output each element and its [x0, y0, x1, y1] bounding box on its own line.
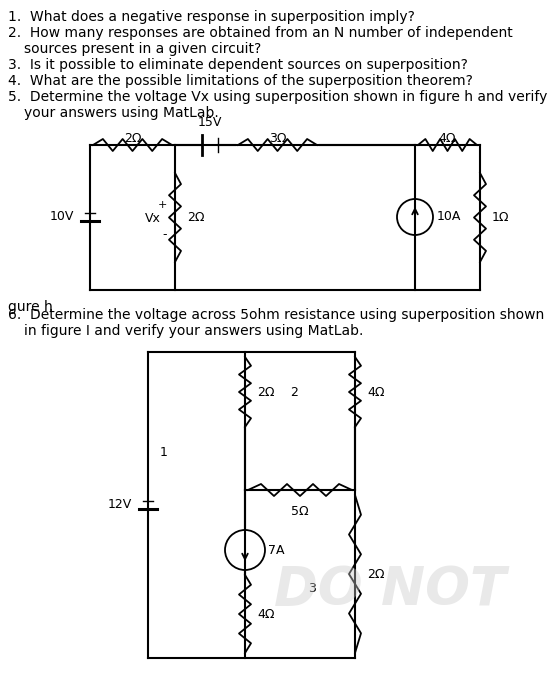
Text: 7A: 7A [268, 543, 285, 556]
Text: -: - [163, 228, 167, 242]
Text: your answers using MatLab.: your answers using MatLab. [24, 106, 219, 120]
Text: 5Ω: 5Ω [291, 505, 309, 518]
Text: 1Ω: 1Ω [492, 211, 509, 224]
Text: 4Ω: 4Ω [439, 132, 456, 145]
Text: +: + [158, 200, 167, 210]
Text: 4Ω: 4Ω [257, 608, 275, 621]
Text: 3.  Is it possible to eliminate dependent sources on superposition?: 3. Is it possible to eliminate dependent… [8, 58, 468, 72]
Text: 6.  Determine the voltage across 5ohm resistance using superposition shown: 6. Determine the voltage across 5ohm res… [8, 308, 544, 322]
Text: 1.  What does a negative response in superposition imply?: 1. What does a negative response in supe… [8, 10, 415, 24]
Text: 2: 2 [290, 385, 298, 399]
Text: 4.  What are the possible limitations of the superposition theorem?: 4. What are the possible limitations of … [8, 74, 473, 88]
Text: DO NOT: DO NOT [274, 564, 506, 616]
Text: 3Ω: 3Ω [269, 132, 286, 145]
Text: 4Ω: 4Ω [367, 385, 385, 399]
Text: 10A: 10A [437, 210, 461, 224]
Text: 1: 1 [160, 446, 168, 459]
Text: 2Ω: 2Ω [187, 211, 204, 224]
Text: in figure I and verify your answers using MatLab.: in figure I and verify your answers usin… [24, 324, 364, 338]
Text: 2Ω: 2Ω [367, 567, 385, 581]
Text: 2Ω: 2Ω [257, 385, 275, 399]
Text: 10V: 10V [49, 210, 74, 224]
Text: sources present in a given circuit?: sources present in a given circuit? [24, 42, 261, 56]
Text: Vx: Vx [145, 212, 161, 226]
Text: 5.  Determine the voltage Vx using superposition shown in figure h and verify: 5. Determine the voltage Vx using superp… [8, 90, 547, 104]
Text: 2.  How many responses are obtained from an N number of independent: 2. How many responses are obtained from … [8, 26, 513, 40]
Text: 12V: 12V [108, 498, 132, 511]
Text: 2Ω: 2Ω [124, 132, 142, 145]
Text: 15V: 15V [198, 116, 222, 129]
Text: gure h: gure h [8, 300, 53, 314]
Text: 3: 3 [308, 581, 316, 594]
